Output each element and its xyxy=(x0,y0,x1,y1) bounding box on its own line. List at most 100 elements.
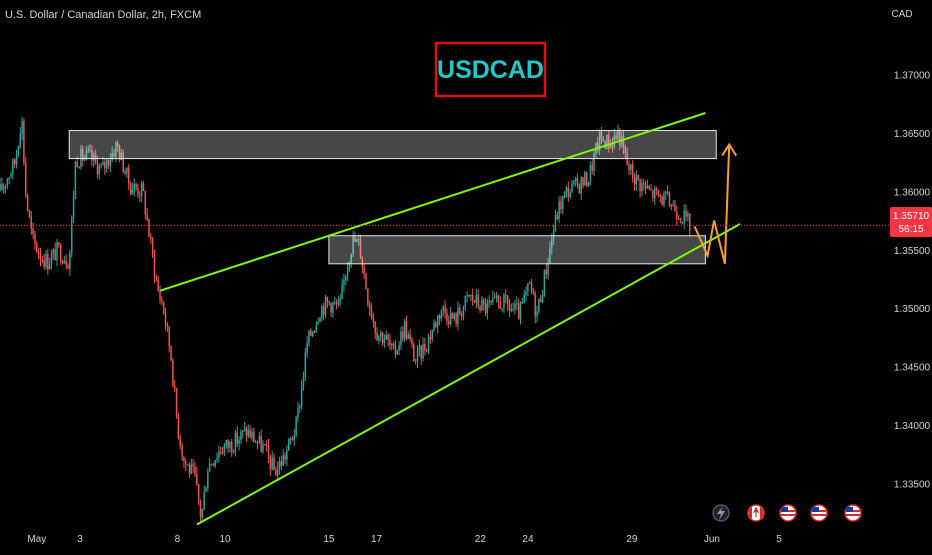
candle xyxy=(644,184,647,189)
candle xyxy=(43,260,45,267)
us-flag-icon[interactable] xyxy=(844,504,862,522)
candle xyxy=(245,428,248,436)
us-flag-icon[interactable] xyxy=(779,504,797,522)
candle xyxy=(514,303,516,310)
candle xyxy=(462,306,465,317)
candle xyxy=(376,332,378,341)
symbol-description[interactable]: U.S. Dollar / Canadian Dollar, 2h, FXCM xyxy=(5,9,201,21)
candle xyxy=(295,417,297,436)
candle xyxy=(116,142,119,147)
candle xyxy=(637,175,639,180)
candle xyxy=(12,159,14,174)
candle xyxy=(306,343,308,353)
candle xyxy=(115,142,117,157)
candle xyxy=(4,185,7,187)
lightning-icon[interactable] xyxy=(712,504,730,522)
candle xyxy=(63,260,66,264)
candle xyxy=(34,234,36,244)
price-axis-tick: 1.34000 xyxy=(894,421,931,432)
candle xyxy=(663,193,665,206)
candle xyxy=(271,457,273,470)
candle xyxy=(122,152,124,172)
candle xyxy=(495,295,498,298)
price-axis-tick: 1.36000 xyxy=(894,187,931,198)
trendline[interactable] xyxy=(196,223,741,526)
candle xyxy=(549,247,551,264)
candle xyxy=(15,154,18,165)
candle xyxy=(519,302,522,320)
candle xyxy=(392,343,395,346)
candle xyxy=(646,186,649,189)
candle xyxy=(385,335,387,340)
candle xyxy=(58,242,60,245)
candle xyxy=(197,483,200,502)
candle xyxy=(374,321,376,333)
candle xyxy=(207,471,209,489)
economic-events[interactable] xyxy=(712,504,862,522)
candle xyxy=(203,492,205,510)
candle xyxy=(164,314,167,326)
candle xyxy=(339,298,342,301)
candle xyxy=(82,148,84,161)
candle xyxy=(135,184,137,189)
canada-flag-icon[interactable] xyxy=(747,504,765,522)
zone-box[interactable] xyxy=(328,235,706,265)
candle xyxy=(350,254,353,263)
price-axis[interactable]: 1.37000 1.36500 1.36000 1.35500 1.35000 1.345… xyxy=(894,70,931,490)
candle xyxy=(471,294,474,301)
candle xyxy=(0,184,1,192)
candle xyxy=(576,177,579,185)
time-axis[interactable]: May 3 8 10 15 17 22 24 29 Jun 5 xyxy=(27,534,782,545)
candle xyxy=(633,177,636,185)
candle xyxy=(232,451,235,453)
candle xyxy=(584,172,586,186)
candle xyxy=(223,445,226,454)
candle xyxy=(611,142,614,147)
candle xyxy=(683,210,685,223)
candle xyxy=(124,171,126,174)
candle xyxy=(240,431,242,440)
candle xyxy=(582,177,584,186)
candle xyxy=(127,167,130,184)
candle xyxy=(262,444,264,452)
candle xyxy=(100,165,102,167)
candle xyxy=(427,336,430,351)
candle xyxy=(205,488,207,493)
candle xyxy=(179,437,181,447)
candle xyxy=(6,179,9,186)
candle xyxy=(543,269,546,296)
candle xyxy=(617,130,619,140)
candle xyxy=(190,464,193,474)
candle xyxy=(558,200,560,219)
candle xyxy=(359,238,362,259)
us-flag-icon[interactable] xyxy=(810,504,828,522)
candle xyxy=(319,317,321,323)
candle xyxy=(679,218,682,223)
candle xyxy=(253,431,255,443)
candle xyxy=(150,236,152,239)
candle xyxy=(615,135,617,140)
zone-box[interactable] xyxy=(68,130,717,160)
candle xyxy=(672,204,674,207)
candle xyxy=(539,298,542,303)
candle xyxy=(61,261,64,264)
trendline[interactable] xyxy=(159,112,706,292)
candle xyxy=(357,238,360,240)
candle xyxy=(208,463,211,472)
trendlines-layer xyxy=(159,112,741,526)
candle xyxy=(652,189,654,199)
candle xyxy=(234,432,237,452)
candle xyxy=(677,218,680,220)
annotation-title-box[interactable]: USDCAD xyxy=(434,41,547,98)
candle xyxy=(273,457,275,470)
candle xyxy=(21,121,23,135)
candle xyxy=(93,154,95,161)
candle xyxy=(104,161,106,169)
candle xyxy=(525,291,527,295)
projection-path[interactable] xyxy=(693,144,731,265)
price-axis-tick: 1.36500 xyxy=(894,129,931,140)
candle xyxy=(479,306,481,311)
last-price-marker[interactable]: 1.35710 56:15 xyxy=(890,207,932,237)
